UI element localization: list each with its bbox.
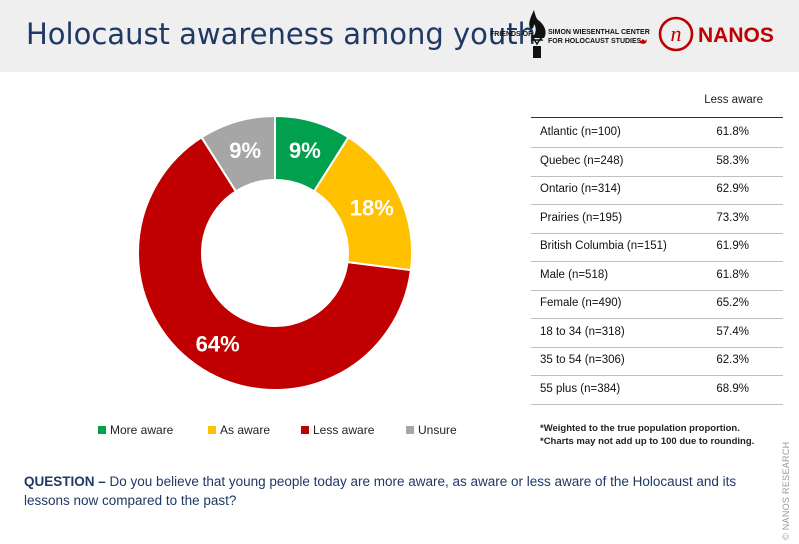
legend-label: As aware — [220, 423, 271, 437]
nanos-logo: n NANOS — [658, 16, 774, 52]
question-text: Do you believe that young people today a… — [24, 474, 737, 508]
row-value: 68.9% — [716, 383, 749, 395]
table-row: 55 plus (n=384) 68.9% — [531, 376, 783, 405]
maple-leaf-icon — [639, 39, 647, 44]
row-value: 73.3% — [716, 212, 749, 224]
legend-item-unsure: Unsure — [406, 423, 457, 437]
table-row: Male (n=518) 61.8% — [531, 262, 783, 291]
star-of-david-icon — [530, 30, 544, 46]
row-value: 62.3% — [716, 354, 749, 366]
fsw-line1: SIMON WIESENTHAL CENTER — [548, 29, 650, 36]
copyright-text: © NANOS RESEARCH — [781, 441, 791, 540]
legend-label: More aware — [110, 423, 174, 437]
row-value: 61.8% — [716, 126, 749, 138]
row-label: Atlantic (n=100) — [540, 126, 621, 138]
legend-swatch — [98, 426, 106, 434]
row-label: 35 to 54 (n=306) — [540, 354, 625, 366]
data-label-less-aware: 64% — [196, 331, 240, 356]
table-row: Ontario (n=314) 62.9% — [531, 176, 783, 205]
flame-base — [533, 46, 541, 58]
fsw-line2: FOR HOLOCAUST STUDIES — [548, 38, 642, 45]
row-value: 61.8% — [716, 269, 749, 281]
row-label: British Columbia (n=151) — [540, 240, 667, 252]
footnote-weighted: *Weighted to the true population proport… — [540, 423, 740, 434]
table-row: Prairies (n=195) 73.3% — [531, 205, 783, 234]
donut-chart: 9% 18% 64% 9% — [137, 114, 413, 391]
row-label: Female (n=490) — [540, 297, 622, 309]
slice-unsure — [200, 114, 276, 193]
row-value: 65.2% — [716, 297, 749, 309]
row-label: 55 plus (n=384) — [540, 383, 621, 395]
nanos-logo-circle — [658, 16, 694, 52]
friends-of-simon-wiesenthal-logo: FRIENDS OF SIMON WIESENTHAL CENTER FOR H… — [490, 10, 650, 58]
table-row: British Columbia (n=151) 61.9% — [531, 233, 783, 262]
page-title: Holocaust awareness among youth — [26, 17, 536, 51]
table-row: Quebec (n=248) 58.3% — [531, 148, 783, 177]
legend-item-more-aware: More aware — [98, 423, 173, 437]
legend-swatch — [406, 426, 414, 434]
footnote-rounding: *Charts may not add up to 100 due to rou… — [540, 436, 755, 447]
row-label: Male (n=518) — [540, 269, 609, 281]
header-bar: Holocaust awareness among youth FRIENDS … — [0, 0, 799, 72]
footnotes: *Weighted to the true population proport… — [540, 422, 754, 448]
legend-item-as-aware: As aware — [208, 423, 270, 437]
table-row: Female (n=490) 65.2% — [531, 290, 783, 319]
data-label-as-aware: 18% — [350, 195, 394, 220]
row-label: Ontario (n=314) — [540, 183, 621, 195]
data-label-more-aware: 9% — [289, 138, 321, 163]
row-value: 62.9% — [716, 183, 749, 195]
table-header: Less aware — [531, 91, 783, 118]
flame-icon — [529, 10, 546, 38]
table-row: Atlantic (n=100) 61.8% — [531, 119, 783, 148]
question-label: QUESTION – — [24, 474, 106, 489]
table-row: 18 to 34 (n=318) 57.4% — [531, 319, 783, 348]
table-column-header: Less aware — [704, 94, 763, 106]
fsw-friends-of: FRIENDS OF — [490, 31, 533, 38]
legend-label: Unsure — [418, 423, 457, 437]
legend-swatch — [208, 426, 216, 434]
nanos-logo-text: NANOS — [698, 24, 774, 47]
table-row: 35 to 54 (n=306) 62.3% — [531, 347, 783, 376]
legend-swatch — [301, 426, 309, 434]
survey-question: QUESTION – Do you believe that young peo… — [24, 472, 774, 510]
row-label: Prairies (n=195) — [540, 212, 623, 224]
data-label-unsure: 9% — [229, 138, 261, 163]
legend-item-less-aware: Less aware — [301, 423, 374, 437]
nanos-logo-glyph: n — [671, 21, 682, 46]
row-value: 57.4% — [716, 326, 749, 338]
slice-less-aware — [137, 135, 413, 391]
row-label: 18 to 34 (n=318) — [540, 326, 625, 338]
row-value: 58.3% — [716, 155, 749, 167]
row-label: Quebec (n=248) — [540, 155, 624, 167]
row-value: 61.9% — [716, 240, 749, 252]
legend-label: Less aware — [313, 423, 375, 437]
